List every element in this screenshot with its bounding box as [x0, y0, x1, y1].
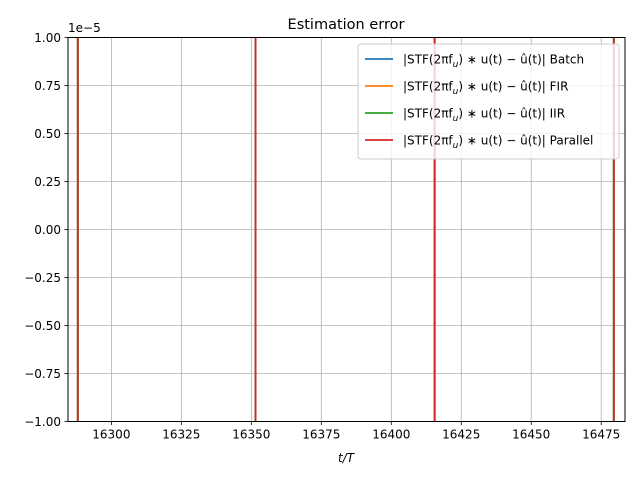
legend: |STF(2πfu) ∗ u(t) − û(t)| Batch|STF(2πfu… [357, 43, 620, 160]
chart-title: Estimation error [288, 17, 405, 33]
y-tick-label: −1.00 [24, 415, 61, 429]
legend-item: |STF(2πfu) ∗ u(t) − û(t)| IIR [365, 106, 565, 124]
x-tick-label: 16350 [232, 428, 270, 442]
legend-label-subscript: u [453, 87, 459, 97]
x-tick-label: 16450 [512, 428, 550, 442]
legend-label-subscript: u [453, 114, 459, 124]
x-tick-label: 16375 [302, 428, 340, 442]
y-tick-label: 0.00 [34, 223, 61, 237]
y-tick-label: 0.50 [34, 127, 61, 141]
x-tick-label: 16425 [442, 428, 480, 442]
legend-label-rest: ) ∗ u(t) − û(t)| FIR [458, 79, 568, 93]
legend-label: |STF(2πfu) ∗ u(t) − û(t)| Batch [403, 52, 584, 70]
legend-label-subscript: u [453, 141, 459, 151]
y-tick-label: 0.75 [34, 79, 61, 93]
y-tick-label: −0.50 [24, 319, 61, 333]
y-tick-label: −0.25 [24, 271, 61, 285]
x-tick-label: 16400 [372, 428, 410, 442]
x-axis-label: t/T [338, 451, 356, 465]
legend-label-main: |STF(2πf [403, 133, 453, 147]
legend-box [357, 43, 620, 160]
legend-item: |STF(2πfu) ∗ u(t) − û(t)| Batch [365, 52, 584, 70]
legend-label-main: |STF(2πf [403, 52, 453, 66]
legend-label-main: |STF(2πf [403, 106, 453, 120]
x-tick-label: 16475 [582, 428, 620, 442]
legend-item: |STF(2πfu) ∗ u(t) − û(t)| FIR [365, 79, 568, 97]
x-tick-label: 16300 [92, 428, 130, 442]
legend-label-rest: ) ∗ u(t) − û(t)| Parallel [458, 133, 593, 147]
legend-label: |STF(2πfu) ∗ u(t) − û(t)| IIR [403, 106, 565, 124]
legend-label-subscript: u [453, 60, 459, 70]
y-offset-text: 1e−5 [68, 21, 101, 35]
x-tick-label: 16325 [162, 428, 200, 442]
legend-label-rest: ) ∗ u(t) − û(t)| IIR [458, 106, 565, 120]
y-tick-label: 1.00 [34, 31, 61, 45]
y-tick-label: −0.75 [24, 367, 61, 381]
legend-label: |STF(2πfu) ∗ u(t) − û(t)| FIR [403, 79, 568, 97]
y-tick-label: 0.25 [34, 175, 61, 189]
x-axis: 16300 16325 16350 16375 16400 16425 16450 16475 [92, 421, 620, 442]
legend-item: |STF(2πfu) ∗ u(t) − û(t)| Parallel [365, 133, 593, 151]
legend-label-main: |STF(2πf [403, 79, 453, 93]
legend-label: |STF(2πfu) ∗ u(t) − û(t)| Parallel [403, 133, 593, 151]
y-axis: −1.00 −0.75 −0.50 −0.25 0.00 0.25 0.50 0.75 1.00 [24, 31, 68, 429]
plot-frame [67, 37, 626, 422]
legend-label-rest: ) ∗ u(t) − û(t)| Batch [458, 52, 584, 66]
